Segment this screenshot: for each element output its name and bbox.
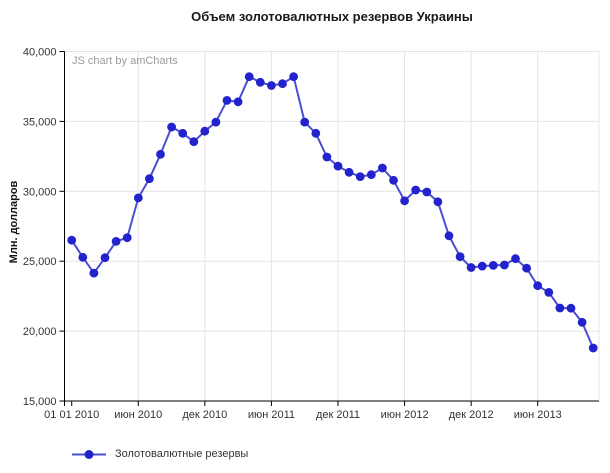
x-tick-label: дек 2011 bbox=[316, 409, 360, 421]
y-tick-label: 35,000 bbox=[23, 116, 57, 128]
data-point[interactable] bbox=[67, 235, 77, 245]
x-tick-label: 01 01 2010 bbox=[44, 409, 99, 421]
data-point[interactable] bbox=[477, 261, 487, 271]
y-tick-label: 40,000 bbox=[23, 47, 57, 59]
data-point[interactable] bbox=[577, 317, 587, 327]
data-point[interactable] bbox=[544, 288, 554, 297]
data-point[interactable] bbox=[211, 117, 221, 127]
data-point[interactable] bbox=[566, 303, 576, 313]
data-point[interactable] bbox=[100, 253, 110, 263]
legend-marker-icon bbox=[72, 449, 106, 459]
data-point[interactable] bbox=[533, 281, 543, 291]
data-point[interactable] bbox=[255, 77, 265, 87]
data-point[interactable] bbox=[411, 185, 421, 195]
data-point[interactable] bbox=[122, 233, 132, 243]
data-point[interactable] bbox=[189, 137, 199, 147]
x-tick-label: июн 2013 bbox=[514, 409, 562, 421]
data-point[interactable] bbox=[278, 79, 287, 89]
data-point[interactable] bbox=[355, 172, 365, 182]
data-point[interactable] bbox=[444, 231, 454, 241]
y-tick-label: 15,000 bbox=[23, 396, 57, 408]
y-tick-label: 30,000 bbox=[23, 186, 57, 198]
data-point[interactable] bbox=[378, 163, 387, 173]
data-point[interactable] bbox=[78, 252, 88, 262]
data-point[interactable] bbox=[222, 96, 232, 105]
data-point[interactable] bbox=[511, 254, 520, 264]
data-point[interactable] bbox=[156, 149, 165, 159]
data-point[interactable] bbox=[111, 237, 121, 246]
data-point[interactable] bbox=[488, 261, 498, 270]
chart-title: Объем золотовалютных резервов Украины bbox=[191, 9, 473, 24]
data-point[interactable] bbox=[455, 252, 465, 261]
legend-item-reserves[interactable]: Золотовалютные резервы bbox=[71, 448, 248, 460]
x-tick-label: дек 2010 bbox=[182, 409, 227, 421]
x-tick-label: июн 2010 bbox=[114, 409, 162, 421]
data-point[interactable] bbox=[322, 152, 332, 162]
data-point[interactable] bbox=[89, 268, 99, 278]
data-point[interactable] bbox=[233, 97, 243, 107]
data-point[interactable] bbox=[422, 187, 432, 197]
data-point[interactable] bbox=[500, 260, 509, 270]
data-point[interactable] bbox=[588, 343, 598, 353]
data-point[interactable] bbox=[389, 175, 398, 185]
data-point[interactable] bbox=[311, 128, 321, 138]
data-point[interactable] bbox=[400, 196, 409, 206]
amcharts-watermark: JS chart by amCharts bbox=[72, 55, 178, 67]
data-point[interactable] bbox=[300, 117, 310, 127]
data-point[interactable] bbox=[178, 128, 188, 138]
series-line bbox=[70, 75, 595, 349]
x-tick-label: июн 2011 bbox=[248, 409, 295, 421]
y-tick-label: 25,000 bbox=[23, 256, 57, 268]
y-tick-label: 20,000 bbox=[23, 326, 57, 338]
x-tick-label: дек 2012 bbox=[449, 409, 494, 421]
data-point[interactable] bbox=[522, 263, 531, 273]
data-point[interactable] bbox=[267, 81, 276, 90]
data-point[interactable] bbox=[366, 170, 376, 180]
data-point[interactable] bbox=[466, 263, 476, 272]
data-point[interactable] bbox=[244, 72, 254, 82]
data-point[interactable] bbox=[333, 161, 343, 171]
data-point[interactable] bbox=[167, 122, 177, 132]
data-point[interactable] bbox=[145, 174, 154, 184]
x-tick-label: июн 2012 bbox=[381, 409, 429, 421]
data-point[interactable] bbox=[133, 193, 143, 203]
legend-label: Золотовалютные резервы bbox=[115, 448, 249, 460]
y-axis-title: Млн. долларов bbox=[8, 180, 20, 264]
data-point[interactable] bbox=[555, 303, 565, 313]
data-point[interactable] bbox=[433, 197, 443, 207]
data-point[interactable] bbox=[289, 72, 298, 82]
data-point[interactable] bbox=[200, 126, 210, 136]
data-point[interactable] bbox=[344, 167, 354, 177]
